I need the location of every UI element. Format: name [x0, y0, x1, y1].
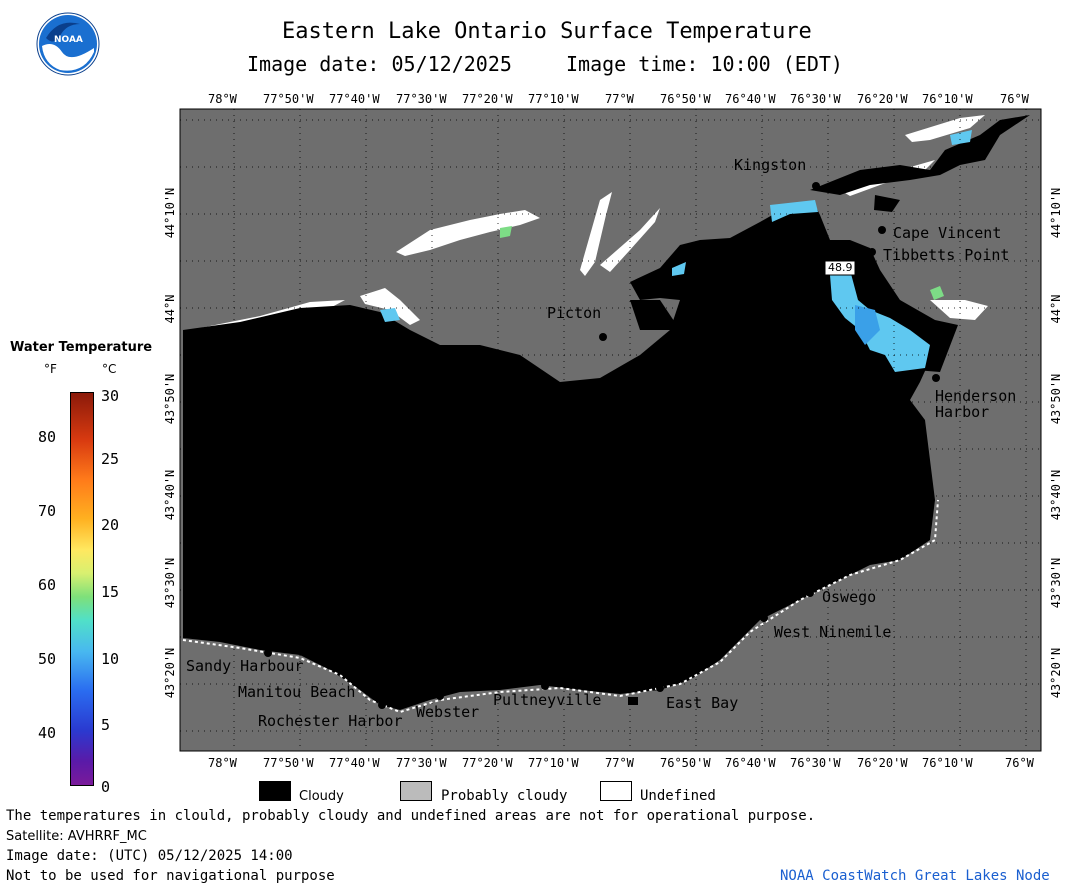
legend-label: Probably cloudy [441, 788, 568, 804]
lon-label: 76°10'W [922, 92, 973, 106]
lon-label: 77°50'W [263, 756, 314, 770]
lon-label: 76°40'W [725, 92, 776, 106]
lon-label: 78°W [208, 756, 237, 770]
place-label: Oswego [822, 588, 877, 606]
cloud-cover [183, 205, 935, 710]
place-label: Tibbetts Point [883, 246, 1010, 264]
legend-label: Undefined [640, 788, 716, 804]
lon-label: 78°W [208, 92, 237, 106]
place-label: Rochester Harbor [258, 712, 403, 730]
noaa-logo-text: NOAA [54, 35, 83, 45]
water-temperature-area [380, 130, 972, 372]
buoy-reading: 48.9 [828, 261, 853, 274]
disclaimer: The temperatures in clould, probably clo… [6, 808, 816, 824]
colorbar-f-tick: 80 [38, 428, 57, 446]
utc-date: Image date: (UTC) 05/12/2025 14:00 [6, 848, 293, 864]
lon-label: 77°40'W [329, 92, 380, 106]
noaa-logo: NOAA [36, 12, 100, 76]
image-time: Image time: 10:00 (EDT) [566, 52, 843, 76]
colorbar-f-tick: 40 [38, 724, 57, 742]
legend-swatch-cloudy [259, 781, 291, 801]
place-label: Harbor [935, 403, 990, 421]
lon-label: 76°40'W [725, 756, 776, 770]
lon-label: 76°30'W [790, 756, 841, 770]
lon-label: 76°50'W [660, 756, 711, 770]
page-title: Eastern Lake Ontario Surface Temperature [282, 19, 812, 44]
lon-label: 76°20'W [857, 756, 908, 770]
image-date: Image date: 05/12/2025 [247, 52, 512, 76]
place-label: Picton [547, 304, 602, 322]
colorbar-f-tick: 60 [38, 576, 57, 594]
lon-label: 76°20'W [857, 92, 908, 106]
colorbar-c-tick: 10 [101, 650, 120, 668]
colorbar-c-tick: 0 [101, 778, 111, 796]
lon-label: 77°30'W [396, 92, 447, 106]
credit: NOAA CoastWatch Great Lakes Node [780, 868, 1050, 884]
legend-swatch-undefined [600, 781, 632, 801]
place-label: Cape Vincent [893, 224, 1002, 242]
buoy-box [824, 260, 856, 276]
lon-label: 76°W [1000, 92, 1029, 106]
lon-label: 77°50'W [263, 92, 314, 106]
colorbar-c-tick: 30 [101, 387, 120, 405]
lon-label: 77°10'W [528, 756, 579, 770]
place-label: Henderson [935, 387, 1017, 405]
lon-label: 76°30'W [790, 92, 841, 106]
colorbar-unit-f: °F [44, 362, 57, 376]
legend-label: Cloudy [299, 789, 344, 804]
station-markers [264, 182, 940, 709]
colorbar-c-tick: 25 [101, 450, 120, 468]
nav-warning: Not to be used for navigational purpose [6, 868, 335, 884]
place-label: West Ninemile [774, 623, 892, 641]
colorbar-title: Water Temperature [10, 340, 153, 355]
colorbar-c-tick: 15 [101, 583, 120, 601]
lon-label: 77°20'W [462, 92, 513, 106]
colorbar-c-tick: 5 [101, 716, 111, 734]
lon-label: 76°W [1005, 756, 1034, 770]
colorbar-f-tick: 50 [38, 650, 57, 668]
colorbar-unit-c: °C [102, 362, 117, 376]
colorbar-f-tick: 70 [38, 502, 57, 520]
noaa-logo-icon [36, 12, 100, 76]
satellite: Satellite: AVHRRF_MC [6, 829, 147, 844]
lon-label: 76°50'W [660, 92, 711, 106]
place-label: Pultneyville [493, 691, 602, 709]
place-label: Sandy Harbour [186, 657, 304, 675]
lon-label: 77°20'W [462, 756, 513, 770]
legend-swatch-probably-cloudy [400, 781, 432, 801]
place-label: Manitou Beach [238, 683, 356, 701]
lon-label: 77°40'W [329, 756, 380, 770]
colorbar-c-tick: 20 [101, 516, 120, 534]
place-label: Kingston [734, 156, 807, 174]
lon-label: 77°30'W [396, 756, 447, 770]
place-label: Webster [416, 703, 480, 721]
colorbar [70, 392, 94, 786]
lon-label: 77°10'W [528, 92, 579, 106]
map-frame [179, 108, 1042, 752]
lon-label: 77°W [605, 92, 634, 106]
lon-label: 77°W [605, 756, 634, 770]
lon-label: 76°10'W [922, 756, 973, 770]
place-label: East Bay [666, 694, 739, 712]
